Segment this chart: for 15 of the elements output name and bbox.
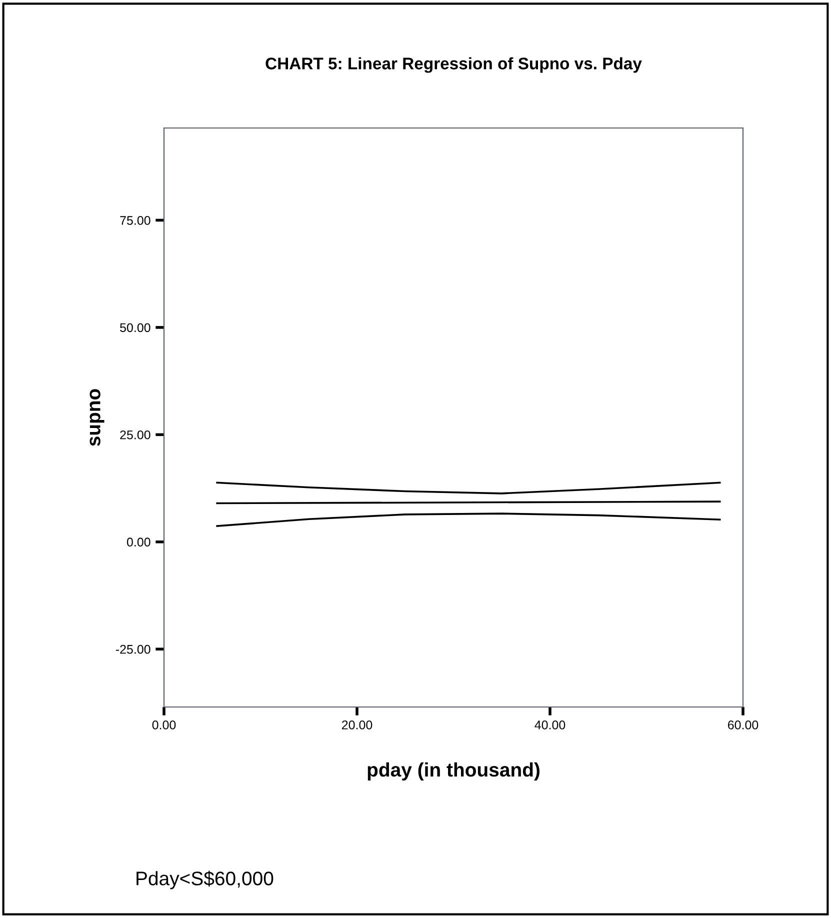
y-tick-label: -25.00: [116, 644, 150, 654]
y-axis-title: supno: [90, 389, 104, 446]
y-tick-label: 75.00: [120, 216, 150, 225]
line-series: [216, 512, 721, 527]
x-tick-label: 60.00: [728, 720, 758, 730]
line-series: [216, 482, 721, 494]
x-tick-label: 40.00: [534, 720, 566, 730]
y-tick-label: 50.00: [120, 323, 150, 332]
chart-title: CHART 5: Linear Regression of Supno vs. Pday: [266, 57, 642, 73]
text: Pday<S$60,000: [136, 870, 274, 890]
x-tick-label: 20.00: [342, 720, 372, 730]
y-tick-label: 25.00: [120, 430, 150, 440]
x-tick-label: 0.00: [152, 720, 176, 730]
x-axis-title: pday (in thousand): [368, 762, 540, 781]
y-tick-label: 0.00: [126, 538, 150, 547]
